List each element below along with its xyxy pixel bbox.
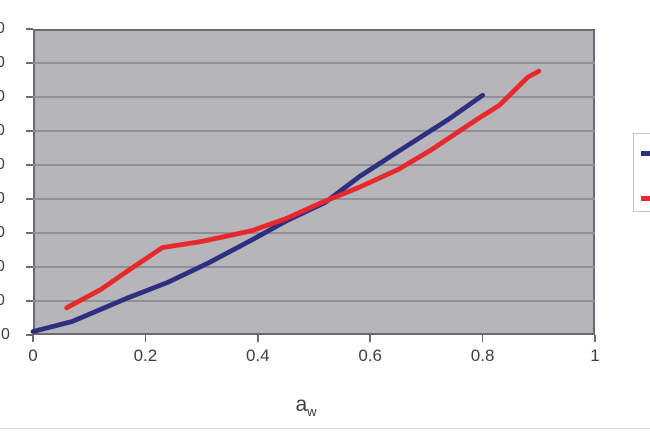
x-axis-tick xyxy=(481,335,484,342)
y-tick-label: 0 xyxy=(0,156,5,173)
y-axis-tick xyxy=(26,96,33,98)
y-tick-label: 0 xyxy=(1,326,10,343)
x-axis-title: aw xyxy=(295,393,316,418)
x-axis-tick xyxy=(32,335,34,342)
y-axis-tick xyxy=(26,232,33,234)
legend xyxy=(633,133,650,212)
y-axis-tick xyxy=(26,62,33,64)
x-tick-label: 0.8 xyxy=(470,346,495,365)
gridline xyxy=(33,300,595,302)
x-axis-title-base: a xyxy=(295,393,308,416)
x-axis-tick xyxy=(257,335,259,342)
series-blue-line xyxy=(30,92,486,335)
gridline xyxy=(33,266,595,268)
y-axis-tick xyxy=(26,266,33,268)
gridline xyxy=(33,232,595,234)
chart-object-border xyxy=(0,428,650,429)
plot-area xyxy=(33,29,595,335)
x-axis-tick xyxy=(369,335,371,342)
legend-line-marker-red xyxy=(641,196,650,201)
gridline xyxy=(33,96,595,98)
y-tick-label: 0 xyxy=(0,88,5,105)
gridline xyxy=(33,130,595,132)
gridline xyxy=(33,164,595,166)
y-tick-label: 0 xyxy=(0,122,5,139)
y-tick-label: 0 xyxy=(0,292,5,309)
x-axis-tick xyxy=(144,335,147,342)
x-axis-title-subscript: w xyxy=(307,404,317,420)
y-axis-tick xyxy=(26,300,33,302)
y-axis-tick xyxy=(26,334,33,336)
y-axis-tick xyxy=(26,28,33,30)
gridline xyxy=(33,198,595,200)
y-tick-label: 0 xyxy=(0,54,5,71)
series-red-line xyxy=(64,68,542,311)
x-tick-label: 1 xyxy=(590,346,600,365)
legend-line-marker-blue xyxy=(641,151,650,156)
y-tick-label: 0 xyxy=(0,258,5,275)
x-tick-label: 0.4 xyxy=(245,346,270,365)
x-tick-label: 0 xyxy=(28,346,38,365)
y-tick-label: 0 xyxy=(0,20,5,37)
y-axis-tick xyxy=(26,198,33,200)
y-axis-tick xyxy=(26,164,33,166)
y-axis-tick xyxy=(26,130,33,132)
x-axis-tick xyxy=(594,335,596,342)
gridline xyxy=(33,62,595,64)
x-tick-label: 0.2 xyxy=(133,346,158,365)
y-tick-label: 0 xyxy=(0,190,5,207)
x-tick-label: 0.6 xyxy=(358,346,383,365)
y-tick-label: 0 xyxy=(0,224,5,241)
